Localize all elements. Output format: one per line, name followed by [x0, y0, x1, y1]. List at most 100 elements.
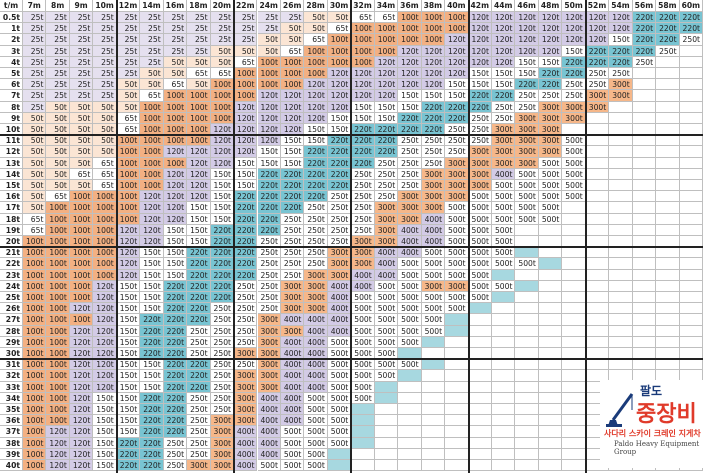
capacity-cell: 150t: [210, 191, 235, 203]
capacity-cell: 120t: [421, 45, 446, 57]
capacity-cell: [609, 292, 633, 304]
capacity-cell: 250t: [257, 258, 281, 270]
capacity-cell: [562, 269, 586, 281]
capacity-cell: 300t: [234, 415, 258, 427]
capacity-cell: 220t: [585, 56, 610, 68]
capacity-cell: 25t: [257, 12, 281, 24]
capacity-cell: 100t: [140, 168, 164, 180]
column-header: 44m: [492, 0, 516, 12]
capacity-cell: 100t: [210, 90, 235, 102]
capacity-cell: [679, 280, 704, 292]
capacity-cell: 100t: [351, 34, 375, 46]
capacity-cell: [351, 437, 375, 449]
capacity-cell: [538, 448, 563, 460]
capacity-cell: 120t: [187, 168, 211, 180]
capacity-cell: 25t: [46, 79, 70, 91]
capacity-cell: 100t: [421, 12, 446, 24]
capacity-cell: [374, 426, 399, 438]
capacity-cell: 120t: [585, 23, 610, 35]
row-header: 16t: [0, 191, 23, 203]
capacity-cell: 300t: [398, 202, 422, 214]
capacity-cell: 50t: [93, 146, 117, 158]
capacity-cell: 500t: [421, 269, 446, 281]
capacity-cell: 120t: [445, 68, 469, 80]
capacity-cell: 150t: [163, 269, 188, 281]
capacity-cell: 150t: [562, 45, 586, 57]
capacity-cell: 220t: [609, 56, 633, 68]
capacity-cell: 120t: [468, 12, 492, 24]
capacity-cell: [609, 325, 633, 337]
capacity-cell: 500t: [445, 292, 469, 304]
capacity-cell: 100t: [234, 90, 258, 102]
capacity-cell: 100t: [445, 12, 469, 24]
capacity-cell: 400t: [257, 392, 281, 404]
capacity-cell: 250t: [210, 381, 235, 393]
capacity-cell: [492, 269, 516, 281]
capacity-cell: 300t: [468, 146, 492, 158]
capacity-cell: [398, 370, 422, 382]
capacity-cell: 25t: [93, 90, 117, 102]
capacity-cell: 150t: [116, 381, 141, 393]
capacity-cell: [538, 359, 563, 371]
capacity-cell: [538, 370, 563, 382]
capacity-cell: 300t: [257, 314, 281, 326]
capacity-cell: 500t: [515, 213, 539, 225]
capacity-cell: 500t: [398, 269, 422, 281]
capacity-cell: 100t: [351, 23, 375, 35]
capacity-cell: 100t: [163, 135, 188, 147]
capacity-cell: 120t: [351, 90, 375, 102]
capacity-cell: [374, 404, 399, 416]
capacity-cell: 150t: [93, 437, 117, 449]
capacity-cell: 250t: [304, 258, 328, 270]
capacity-cell: 220t: [210, 224, 235, 236]
capacity-cell: [609, 224, 633, 236]
capacity-cell: 220t: [257, 213, 281, 225]
capacity-cell: 220t: [187, 303, 211, 315]
capacity-cell: 150t: [187, 202, 211, 214]
capacity-cell: 150t: [210, 213, 235, 225]
capacity-cell: 500t: [280, 448, 305, 460]
capacity-cell: [679, 90, 704, 102]
capacity-cell: [656, 79, 680, 91]
capacity-cell: 120t: [327, 79, 352, 91]
capacity-cell: 50t: [23, 202, 47, 214]
capacity-cell: 250t: [492, 101, 516, 113]
capacity-cell: 100t: [46, 258, 70, 270]
capacity-cell: 100t: [23, 325, 47, 337]
capacity-cell: [421, 404, 446, 416]
capacity-cell: 220t: [280, 202, 305, 214]
capacity-cell: [609, 247, 633, 259]
capacity-cell: 25t: [23, 68, 47, 80]
capacity-cell: 300t: [421, 168, 446, 180]
capacity-cell: 100t: [163, 112, 188, 124]
capacity-cell: 50t: [163, 68, 188, 80]
capacity-cell: [445, 415, 469, 427]
capacity-cell: [468, 336, 492, 348]
capacity-cell: 100t: [93, 247, 117, 259]
capacity-cell: 120t: [116, 258, 141, 270]
column-header: 12m: [116, 0, 141, 12]
capacity-cell: 50t: [234, 45, 258, 57]
capacity-cell: [632, 213, 657, 225]
capacity-cell: [538, 280, 563, 292]
capacity-cell: 100t: [46, 269, 70, 281]
capacity-cell: [609, 303, 633, 315]
capacity-cell: [468, 370, 492, 382]
capacity-cell: [445, 314, 469, 326]
capacity-cell: [585, 258, 610, 270]
capacity-cell: 100t: [374, 23, 399, 35]
capacity-cell: 100t: [23, 404, 47, 416]
capacity-cell: 100t: [46, 224, 70, 236]
capacity-cell: 120t: [398, 68, 422, 80]
capacity-cell: 120t: [69, 404, 94, 416]
capacity-cell: [445, 359, 469, 371]
capacity-cell: [656, 336, 680, 348]
capacity-cell: 250t: [257, 269, 281, 281]
capacity-cell: 25t: [69, 56, 94, 68]
capacity-cell: 300t: [538, 146, 563, 158]
row-header: 34t: [0, 392, 23, 404]
capacity-cell: [632, 258, 657, 270]
capacity-cell: [374, 437, 399, 449]
capacity-cell: 500t: [304, 437, 328, 449]
